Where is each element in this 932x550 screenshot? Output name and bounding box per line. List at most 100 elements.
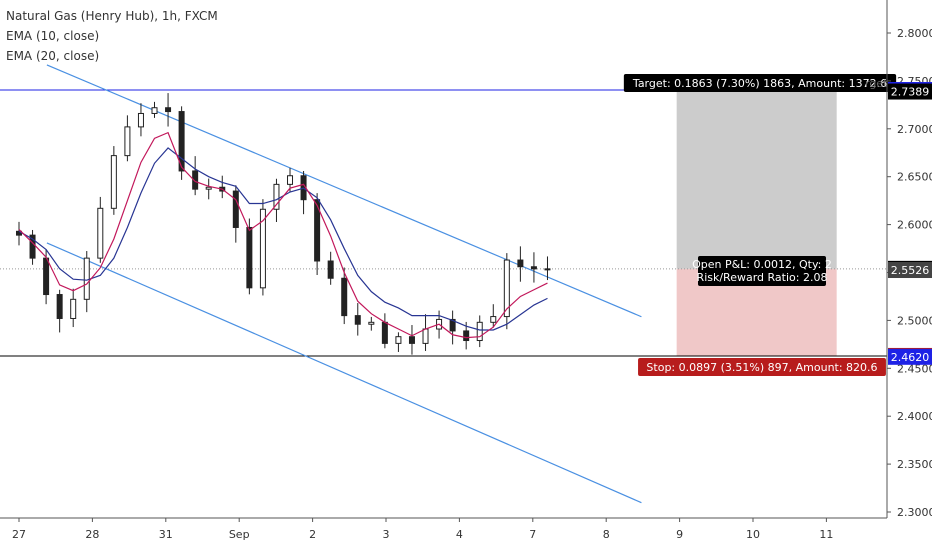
price-label-1[interactable]: 2.7389 [888,83,932,100]
ema10-line[interactable] [18,131,548,339]
chart-legend: Natural Gas (Henry Hub), 1h, FXCM EMA (1… [6,6,218,66]
pnl-text: Open P&L: 0.0012, Qty: 2 [692,258,832,271]
candle-0[interactable] [16,221,22,246]
target-side-label: rget [865,77,888,90]
candle-15[interactable] [219,175,226,199]
candle-38[interactable] [530,252,537,283]
time-tick-label: 28 [85,528,99,541]
time-tick-label: 9 [676,528,683,541]
price-label-text: 2.5526 [891,264,930,277]
candle-body [327,260,334,279]
price-tick-label: 2.5000 [897,314,932,327]
candle-body [544,268,551,271]
candle-6[interactable] [97,196,104,263]
candle-27[interactable] [381,313,388,349]
candle-18[interactable] [259,199,266,296]
price-label-text: 2.7389 [891,86,930,99]
time-tick-label: Sep [229,528,250,541]
candle-37[interactable] [517,246,524,282]
candle-9[interactable] [137,103,144,137]
candle-23[interactable] [327,251,334,285]
candle-body [354,315,361,325]
stop-label[interactable]: Stop: 0.0897 (3.51%) 897, Amount: 820.6 [638,358,886,376]
candle-11[interactable] [165,93,172,127]
candle-35[interactable] [490,304,497,328]
legend-ema20[interactable]: EMA (20, close) [6,49,100,63]
price-label-5[interactable]: 2.4620 [888,348,932,365]
candle-body [70,298,77,319]
candle-body [368,321,375,325]
price-label-bg [888,83,932,100]
candle-body [341,277,348,317]
price-tick-label: 2.4000 [897,410,932,423]
candle-body [151,107,158,114]
candle-body [408,336,415,344]
target-label-text: Target: 0.1863 (7.30%) 1863, Amount: 137… [632,77,887,90]
candle-body [29,234,36,259]
candle-4[interactable] [70,288,77,328]
time-tick-label: 27 [12,528,26,541]
candle-body [422,328,429,344]
candle-body [273,183,280,210]
candle-32[interactable] [449,310,456,345]
candle-body [165,107,172,113]
price-label-3[interactable]: 2.5526 [888,262,932,279]
candle-13[interactable] [192,156,199,196]
candle-28[interactable] [395,332,402,352]
candle-body [490,316,497,323]
candle-8[interactable] [124,115,131,162]
time-axis[interactable]: 27 28 31 Sep 2 3 4 7 8 9 10 11 [0,517,887,541]
candle-body [463,330,470,342]
candle-25[interactable] [354,303,361,336]
candle-17[interactable] [246,218,253,295]
candle-16[interactable] [232,185,239,243]
price-tick-label: 2.3000 [897,506,932,519]
plot-area[interactable]: Target: 0.1863 (7.30%) 1863, Amount: 137… [0,64,897,504]
trend-line-1[interactable] [46,242,642,504]
stop-label-bg [638,358,886,376]
candle-body [259,208,266,289]
target-label-bg [623,74,897,92]
price-tick-label: 2.8000 [897,27,932,40]
candle-26[interactable] [368,316,375,331]
candle-10[interactable] [151,101,158,118]
candle-7[interactable] [110,146,117,215]
candle-30[interactable] [422,314,429,351]
candle-34[interactable] [476,315,483,348]
trend-line-0[interactable] [46,64,642,318]
target-zone[interactable] [676,90,837,269]
time-tick-label: 3 [383,528,390,541]
candle-body [395,336,402,344]
candle-21[interactable] [300,170,307,215]
candle-3[interactable] [56,289,63,333]
time-tick-label: 7 [529,528,536,541]
candle-body [530,266,537,270]
time-tick-label: 10 [746,528,760,541]
price-label-bg [888,348,932,365]
candle-1[interactable] [29,229,36,265]
candle-body [56,294,63,319]
candle-body [137,112,144,128]
price-label-bg [888,262,932,279]
price-axis[interactable]: 2.80002.75002.70002.65002.60002.55002.50… [886,0,932,519]
time-tick-label: 31 [159,528,173,541]
candle-body [178,111,185,172]
rr-text: Risk/Reward Ratio: 2.08 [697,271,828,284]
candle-body [97,207,104,259]
candle-39[interactable] [544,256,551,281]
time-tick-label: 2 [309,528,316,541]
candle-24[interactable] [341,267,348,325]
target-label[interactable]: Target: 0.1863 (7.30%) 1863, Amount: 137… [623,74,897,92]
pnl-label-bg [698,256,826,286]
candle-body [449,318,456,332]
candle-body [83,257,90,300]
candle-14[interactable] [205,178,212,200]
candle-36[interactable] [503,253,510,330]
candle-19[interactable] [273,178,280,222]
legend-ema10[interactable]: EMA (10, close) [6,29,100,43]
candle-29[interactable] [408,325,415,355]
candle-body [381,321,388,344]
candle-body [43,257,50,296]
